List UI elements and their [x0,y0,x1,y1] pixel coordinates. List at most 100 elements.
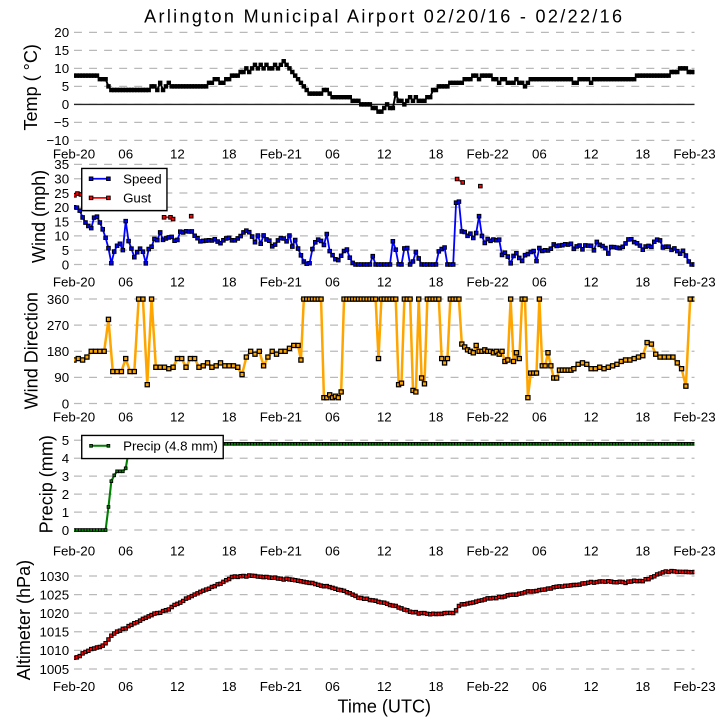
svg-text:35: 35 [54,157,69,172]
svg-text:Feb-20: Feb-20 [53,543,95,558]
svg-text:Arlington Municipal Airport 02: Arlington Municipal Airport 02/20/16 - 0… [144,6,624,26]
svg-text:Feb-22: Feb-22 [467,410,509,425]
svg-text:3: 3 [62,469,69,484]
svg-text:270: 270 [47,318,69,333]
svg-text:Feb-23: Feb-23 [673,410,715,425]
svg-text:12: 12 [170,543,185,558]
svg-text:18: 18 [222,679,237,694]
svg-text:06: 06 [532,543,547,558]
svg-text:5: 5 [62,243,69,258]
svg-text:12: 12 [377,543,392,558]
svg-text:06: 06 [325,679,340,694]
svg-text:1005: 1005 [39,662,69,677]
svg-text:0: 0 [62,257,69,272]
svg-text:2: 2 [62,487,69,502]
svg-text:12: 12 [584,275,599,290]
svg-text:1020: 1020 [39,606,69,621]
svg-text:12: 12 [170,679,185,694]
svg-text:Feb-21: Feb-21 [260,410,302,425]
svg-text:Feb-22: Feb-22 [467,275,509,290]
svg-text:Feb-22: Feb-22 [467,679,509,694]
svg-text:12: 12 [170,147,185,162]
svg-text:Feb-20: Feb-20 [53,679,95,694]
svg-text:06: 06 [118,679,133,694]
svg-text:Time (UTC): Time (UTC) [337,696,431,716]
svg-text:1010: 1010 [39,643,69,658]
svg-text:0: 0 [62,97,69,112]
svg-text:180: 180 [47,344,69,359]
svg-text:12: 12 [584,147,599,162]
svg-text:20: 20 [54,200,69,215]
svg-text:12: 12 [170,275,185,290]
svg-text:1030: 1030 [39,569,69,584]
svg-text:Wind (mph): Wind (mph) [29,170,49,263]
svg-text:5: 5 [62,433,69,448]
svg-text:Feb-22: Feb-22 [467,147,509,162]
svg-text:15: 15 [54,214,69,229]
svg-text:−5: −5 [54,115,69,130]
svg-text:06: 06 [118,147,133,162]
svg-text:12: 12 [584,543,599,558]
svg-text:360: 360 [47,292,69,307]
svg-text:18: 18 [429,275,444,290]
svg-text:06: 06 [532,147,547,162]
svg-text:06: 06 [532,410,547,425]
svg-text:Speed: Speed [123,171,162,186]
svg-text:Altimeter (hPa): Altimeter (hPa) [14,560,34,680]
svg-text:06: 06 [325,543,340,558]
svg-text:Feb-21: Feb-21 [260,543,302,558]
svg-text:18: 18 [429,147,444,162]
svg-text:12: 12 [170,410,185,425]
svg-text:Feb-21: Feb-21 [260,147,302,162]
svg-text:Gust: Gust [123,191,151,206]
svg-text:Feb-20: Feb-20 [53,275,95,290]
svg-text:0: 0 [62,396,69,411]
svg-text:12: 12 [584,410,599,425]
svg-text:06: 06 [325,410,340,425]
svg-text:06: 06 [325,147,340,162]
svg-text:06: 06 [325,275,340,290]
svg-text:Feb-20: Feb-20 [53,147,95,162]
svg-text:12: 12 [377,147,392,162]
svg-text:18: 18 [635,147,650,162]
svg-text:18: 18 [635,679,650,694]
svg-text:18: 18 [635,410,650,425]
svg-text:06: 06 [118,275,133,290]
svg-text:06: 06 [532,679,547,694]
svg-text:1: 1 [62,505,69,520]
svg-text:Feb-23: Feb-23 [673,679,715,694]
svg-text:18: 18 [429,679,444,694]
svg-text:Feb-20: Feb-20 [53,410,95,425]
svg-text:Feb-21: Feb-21 [260,275,302,290]
svg-text:1015: 1015 [39,625,69,640]
svg-text:18: 18 [222,543,237,558]
svg-text:Wind Direction: Wind Direction [22,292,42,409]
svg-text:Temp ( °C): Temp ( °C) [21,44,41,130]
svg-text:10: 10 [54,61,69,76]
svg-text:18: 18 [222,147,237,162]
svg-text:18: 18 [635,543,650,558]
svg-text:06: 06 [532,275,547,290]
svg-text:5: 5 [62,79,69,94]
svg-text:06: 06 [118,410,133,425]
svg-text:Feb-23: Feb-23 [673,147,715,162]
svg-text:−10: −10 [47,133,70,148]
svg-text:1025: 1025 [39,587,69,602]
svg-text:30: 30 [54,172,69,187]
svg-text:18: 18 [222,410,237,425]
svg-text:4: 4 [62,451,70,466]
svg-text:18: 18 [222,275,237,290]
svg-text:10: 10 [54,229,69,244]
svg-text:12: 12 [377,410,392,425]
svg-text:Precip (4.8 mm): Precip (4.8 mm) [123,438,218,453]
svg-text:Feb-23: Feb-23 [673,275,715,290]
svg-text:Feb-22: Feb-22 [467,543,509,558]
svg-text:15: 15 [54,43,69,58]
svg-text:18: 18 [635,275,650,290]
svg-text:20: 20 [54,25,69,40]
svg-text:0: 0 [62,523,69,538]
svg-text:90: 90 [54,370,69,385]
svg-text:25: 25 [54,186,69,201]
svg-text:12: 12 [377,275,392,290]
svg-text:18: 18 [429,543,444,558]
